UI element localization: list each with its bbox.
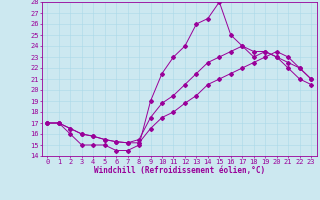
X-axis label: Windchill (Refroidissement éolien,°C): Windchill (Refroidissement éolien,°C) (94, 166, 265, 175)
